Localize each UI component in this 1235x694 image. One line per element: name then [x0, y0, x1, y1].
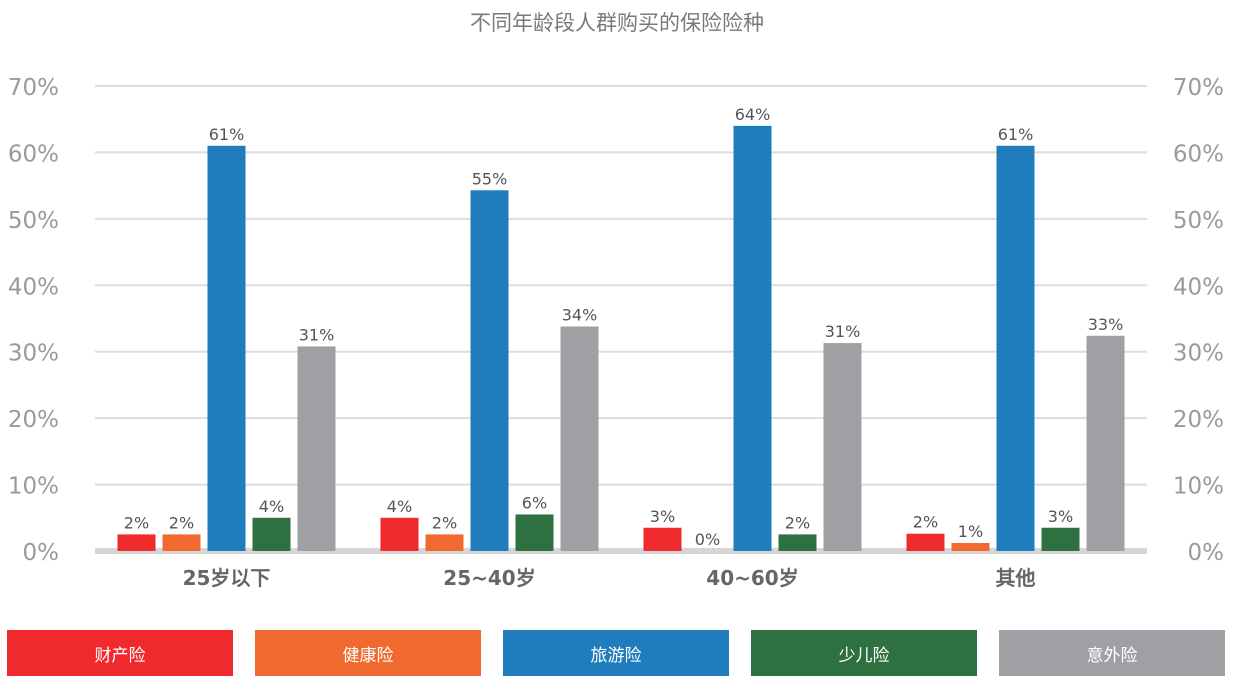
- bar: [470, 190, 509, 552]
- bar: [162, 534, 201, 551]
- y-tick-label-right: 50%: [1173, 208, 1224, 234]
- bar: [1086, 335, 1125, 551]
- data-label: 2%: [785, 513, 810, 532]
- bar: [380, 517, 419, 551]
- y-tick-label-right: 30%: [1173, 341, 1224, 367]
- data-label: 6%: [522, 493, 547, 512]
- y-tick-label-right: 20%: [1173, 407, 1224, 433]
- legend-item: 旅游险: [503, 630, 729, 676]
- data-label: 0%: [695, 530, 720, 549]
- y-axis-ticks: 0% 0% 10% 10% 20% 20% 30% 30% 40% 40% 50% 50% 60% 60%…: [8, 75, 1224, 566]
- bar: [778, 534, 817, 551]
- gridlines: [95, 85, 1147, 554]
- bar: [823, 343, 862, 551]
- y-tick-label-left: 0%: [23, 540, 60, 566]
- bar: [906, 533, 945, 551]
- data-label: 2%: [124, 513, 149, 532]
- bar: [951, 543, 990, 551]
- data-label: 2%: [169, 513, 194, 532]
- y-tick-label-left: 70%: [8, 75, 59, 101]
- data-labels: 2% 2% 61% 4% 31% 4% 2% 55% 6% 34% 3% 0% 64% 2% 31% 2% 1%…: [124, 105, 1123, 549]
- y-tick-label-right: 0%: [1188, 540, 1225, 566]
- legend-item: 少儿险: [751, 630, 977, 676]
- bar: [643, 527, 682, 551]
- bar: [560, 326, 599, 551]
- bar: [117, 534, 156, 551]
- y-tick-label-right: 10%: [1173, 474, 1224, 500]
- bar: [733, 125, 772, 551]
- x-tick-label: 25岁以下: [183, 566, 271, 590]
- data-label: 61%: [998, 125, 1034, 144]
- bar: [1041, 527, 1080, 551]
- y-tick-label-left: 30%: [8, 341, 59, 367]
- data-label: 4%: [387, 497, 412, 516]
- data-label: 3%: [650, 507, 675, 526]
- data-label: 31%: [825, 322, 861, 341]
- data-label: 1%: [958, 522, 983, 541]
- legend-item: 意外险: [999, 630, 1225, 676]
- x-axis-categories: 25岁以下 25~40岁 40~60岁 其他: [183, 566, 1036, 590]
- data-label: 31%: [299, 325, 335, 344]
- x-tick-label: 25~40岁: [443, 566, 535, 590]
- data-label: 4%: [259, 497, 284, 516]
- data-label: 2%: [432, 513, 457, 532]
- y-tick-label-left: 20%: [8, 407, 59, 433]
- legend-item: 健康险: [255, 630, 481, 676]
- y-tick-label-right: 40%: [1173, 274, 1224, 300]
- data-label: 2%: [913, 513, 938, 532]
- bar: [297, 346, 336, 551]
- x-tick-label: 40~60岁: [706, 566, 798, 590]
- y-tick-label-right: 70%: [1173, 75, 1224, 101]
- bar: [515, 514, 554, 551]
- y-tick-label-left: 40%: [8, 274, 59, 300]
- bars: [117, 125, 1125, 552]
- bar: [207, 145, 246, 552]
- data-label: 55%: [472, 169, 508, 188]
- legend-item: 财产险: [7, 630, 233, 676]
- bar: [252, 517, 291, 551]
- y-tick-label-left: 60%: [8, 141, 59, 167]
- chart-area: 不同年龄段人群购买的保险险种 0% 0% 10% 10% 20% 20% 30% 30% 40%…: [8, 11, 1224, 590]
- data-label: 64%: [735, 105, 771, 124]
- data-label: 33%: [1088, 315, 1124, 334]
- data-label: 34%: [562, 305, 598, 324]
- data-label: 61%: [209, 125, 245, 144]
- legend: 财产险 健康险 旅游险 少儿险 意外险: [0, 630, 1235, 676]
- x-tick-label: 其他: [996, 566, 1036, 590]
- y-tick-label-left: 10%: [8, 474, 59, 500]
- y-tick-label-right: 60%: [1173, 141, 1224, 167]
- bar: [425, 534, 464, 551]
- bar: [996, 145, 1035, 552]
- chart-title: 不同年龄段人群购买的保险险种: [470, 11, 764, 35]
- y-tick-label-left: 50%: [8, 208, 59, 234]
- data-label: 3%: [1048, 507, 1073, 526]
